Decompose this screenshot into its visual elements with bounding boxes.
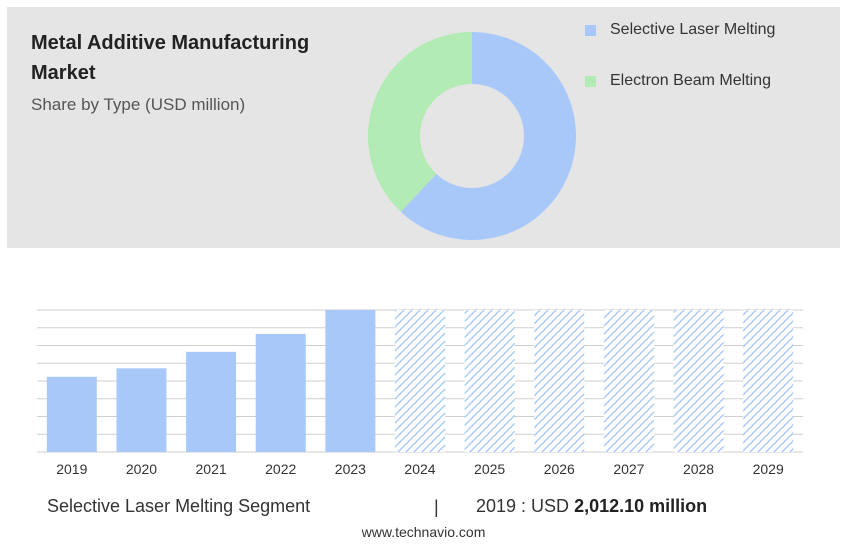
forecast-bar-2029 [743,310,794,452]
legend-item-ebm: Electron Beam Melting [585,69,775,93]
chart-subtitle: Share by Type (USD million) [31,95,246,114]
forecast-bar-2024 [395,310,445,452]
x-tick-label: 2028 [683,461,714,477]
bar-2023 [325,310,376,452]
legend-label-ebm: Electron Beam Melting [610,72,771,89]
footer-value: 2019 : USD 2,012.10 million [476,496,707,517]
legend: Selective Laser Melting Electron Beam Me… [585,18,775,120]
x-tick-label: 2027 [613,461,644,477]
legend-label-slm: Selective Laser Melting [610,21,776,38]
x-tick-label: 2022 [265,461,296,477]
x-tick-label: 2024 [404,461,435,477]
footer-value-prefix: 2019 : USD [476,496,570,516]
legend-swatch-ebm [585,75,596,87]
x-tick-label: 2020 [126,461,157,477]
x-tick-label: 2025 [474,461,505,477]
x-tick-label: 2019 [56,461,87,477]
legend-swatch-slm [585,24,596,36]
x-tick-label: 2021 [196,461,227,477]
bar-2019 [46,376,97,452]
forecast-bar-2028 [673,310,724,452]
forecast-bar-2026 [534,310,585,452]
bar-chart: 2019 2020 2021 2022 2023 2024 2025 2026 2027 2028… [37,309,803,477]
site-url[interactable]: www.technavio.com [361,524,486,540]
forecast-bar-2025 [464,310,515,452]
bar-2020 [116,368,167,452]
bar-2022 [255,333,306,452]
donut-slice-ebm [367,32,472,212]
x-tick-label: 2026 [544,461,575,477]
footer-segment: Selective Laser Melting Segment [47,496,311,516]
forecast-bar-2027 [603,310,654,452]
footer-value-bold: 2,012.10 million [574,496,708,516]
donut-slice-slm [400,32,576,240]
chart-title: Metal Additive Manufacturing Market [31,32,310,84]
footer-divider: | [434,497,439,517]
x-tick-label: 2023 [335,461,366,477]
bar-2021 [186,351,237,452]
legend-item-slm: Selective Laser Melting [585,18,775,42]
x-tick-label: 2029 [753,461,784,477]
donut-chart [367,32,576,240]
